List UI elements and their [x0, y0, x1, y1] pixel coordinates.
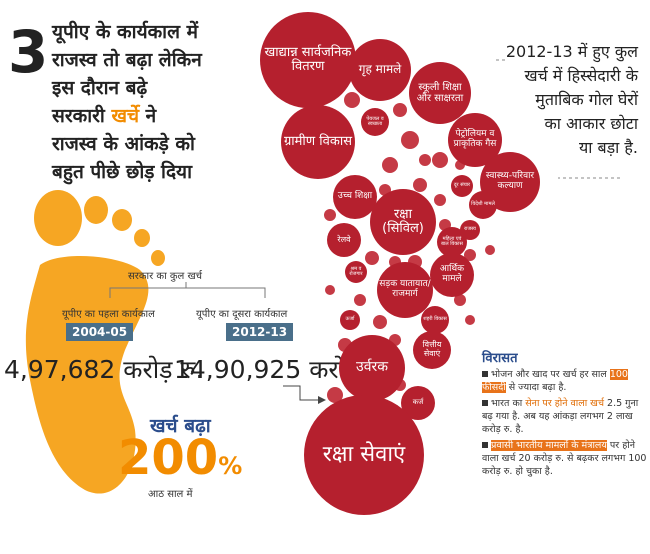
bubble-dot [393, 103, 407, 117]
bubble-dot [373, 315, 387, 329]
note-line: या बड़ा है. [578, 138, 638, 157]
legacy-item: प्रवासी भारतीय मामलों के मंत्रालय पर होन… [482, 439, 647, 478]
amount-unit: करोड़ रु. [123, 355, 204, 384]
text: ने [139, 105, 157, 127]
bubble: रक्षा सेवाएं [304, 395, 424, 515]
bubble: वित्तीय सेवाएं [413, 331, 451, 369]
note-line: मुताबिक गोल घेरों [535, 90, 638, 109]
headline-line: राजस्व तो बढ़ा लेकिन [52, 49, 202, 71]
text: 2.5 गुना बढ़ गया है. अब यह आंकड़ा लगभग 2… [482, 398, 639, 435]
headline-line: सरकारी खर्चे ने [52, 102, 202, 130]
term-label: यूपीए का दूसरा कार्यकाल [196, 309, 288, 320]
left-footprint [25, 190, 165, 494]
bubble-dot [413, 178, 427, 192]
amount: 4,97,682 करोड़ रु. [4, 352, 203, 386]
note-line: 2012-13 में हुए कुल [505, 42, 638, 61]
legacy-list: भोजन और खाद पर खर्च हर साल 100 फीसदी से … [482, 368, 647, 478]
bubble-dot [324, 209, 336, 221]
bubble-dot [354, 294, 366, 306]
bubble-dot [344, 92, 360, 108]
bullet [482, 400, 488, 406]
arrow-head [318, 396, 326, 404]
bubble: उर्वरक [339, 335, 405, 401]
headline-line: राजस्व के आंकड़े को [52, 133, 195, 155]
bubble-dot [465, 315, 475, 325]
bullet [482, 371, 488, 377]
bubble: खाद्यान्न सार्वजनिक वितरण [260, 12, 356, 108]
bubble: सड़क यातायात/ राजमार्ग [377, 262, 433, 318]
bubble: पेयजल व स्वच्छता [361, 108, 389, 136]
year-tag: 2004-05 [66, 323, 134, 341]
bubble: राजस्व [460, 220, 480, 240]
increase-value: 200 [118, 430, 219, 486]
increase: 200% [118, 430, 242, 486]
bubble-dot [325, 285, 335, 295]
note: 2012-13 में हुए कुल खर्च में हिस्सेदारी … [506, 40, 638, 160]
year-tag: 2012-13 [226, 323, 294, 341]
text: सरकारी [52, 105, 112, 127]
bubble: गृह मामले [349, 39, 411, 101]
highlight: प्रवासी भारतीय मामलों के मंत्रालय [491, 440, 607, 451]
bubble-dot [432, 152, 448, 168]
highlight: सेना पर होने वाला खर्च [525, 398, 604, 409]
increase-label: खर्च बढ़ा [150, 415, 211, 437]
text: भारत का [491, 398, 526, 409]
bubble: स्कूली शिक्षा और साक्षरता [409, 62, 471, 124]
bubble-dot [327, 387, 343, 403]
bullet [482, 442, 488, 448]
legacy-box: विरासत भोजन और खाद पर खर्च हर साल 100 फी… [482, 352, 647, 478]
bubble-dot [485, 245, 495, 255]
period: आठ साल में [148, 489, 193, 500]
term-label: यूपीए का पहला कार्यकाल [62, 309, 155, 320]
bubble: रेलवे [327, 223, 361, 257]
spending-label: सरकार का कुल खर्च [128, 271, 203, 282]
headline-number: 3 [8, 18, 49, 86]
bubble: ऊर्जा [340, 310, 360, 330]
headline-line: बहुत पीछे छोड़ दिया [52, 161, 193, 183]
legacy-title: विरासत [482, 351, 518, 366]
note-leader [495, 59, 620, 179]
note-line: का आकार छोटा [544, 114, 638, 133]
note-line: खर्च में हिस्सेदारी के [524, 66, 638, 85]
text: से ज्यादा बढ़ा है. [505, 382, 567, 393]
headline-line: यूपीए के कार्यकाल में [52, 21, 198, 43]
text: भोजन और खाद पर खर्च हर साल [491, 369, 610, 380]
headline: यूपीए के कार्यकाल में राजस्व तो बढ़ा लेक… [52, 18, 202, 186]
bubble-dot [382, 157, 398, 173]
bubble: ग्रामीण विकास [281, 105, 355, 179]
arrow [283, 385, 318, 401]
amount-value: 4,97,682 [4, 355, 116, 384]
bubble-dot [401, 131, 419, 149]
bubble: शहरी विकास [421, 306, 449, 334]
bubble-dot [365, 251, 379, 265]
bubble-dot [454, 294, 466, 306]
legacy-item: भारत का सेना पर होने वाला खर्च 2.5 गुना … [482, 397, 647, 436]
bubble-dot [434, 194, 446, 206]
bubble: दूर संचार [451, 175, 473, 197]
bubble: श्रम व रोजगार [345, 261, 367, 283]
increase-unit: % [218, 452, 243, 480]
bubble-dot [455, 160, 465, 170]
bubble: उच्च शिक्षा [333, 175, 377, 219]
headline-line: इस दौरान बढ़े [52, 77, 148, 99]
bubble: आर्थिक मामले [430, 253, 474, 297]
bubble-dot [419, 154, 431, 166]
legacy-item: भोजन और खाद पर खर्च हर साल 100 फीसदी से … [482, 368, 647, 394]
bracket [109, 282, 266, 298]
bubble: विदेशी मामले [469, 191, 497, 219]
text: पर होने वाला खर्च 20 करोड़ रु. से बढ़कर … [482, 440, 647, 477]
highlight: खर्चे [111, 105, 140, 127]
amount-value: 14,90,925 [174, 355, 302, 384]
bubble: रक्षा (सिविल) [370, 189, 436, 255]
